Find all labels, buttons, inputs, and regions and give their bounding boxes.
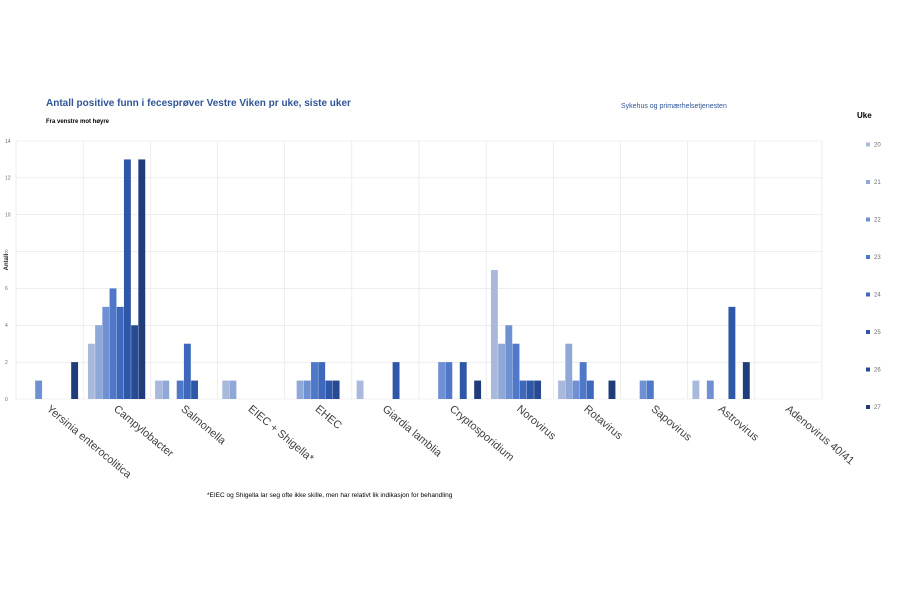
x-tick-label: Adenovirus 40/41 (783, 403, 856, 467)
legend-swatch (866, 330, 870, 334)
x-tick-label: Rotavirus (581, 403, 625, 442)
bar-23 (445, 362, 453, 399)
y-tick-label: 2 (5, 360, 8, 366)
footnote: *EIEC og Shigella lar seg ofte ikke skil… (207, 492, 453, 499)
bar-25 (459, 362, 467, 399)
y-tick-label: 12 (5, 176, 11, 182)
legend: 20 21 22 23 24 25 26 27 (866, 142, 881, 411)
bar-24 (519, 380, 527, 399)
x-tick-label: Campylobacter (111, 403, 176, 460)
y-axis-ticks: 0 2 4 6 8 10 12 14 (5, 139, 11, 403)
chart-title: Antall positive funn i fecesprøver Vestr… (46, 98, 351, 109)
bar-25 (325, 380, 333, 399)
bar-20 (558, 380, 566, 399)
legend-label: 20 (874, 143, 881, 149)
bar-22 (572, 380, 580, 399)
bar-23 (311, 362, 318, 399)
x-tick-label: Cryptosporidium (447, 403, 516, 464)
legend-swatch (866, 405, 870, 409)
grid (15, 140, 823, 400)
legend-label: 24 (874, 293, 881, 299)
chart-right-title: Sykehus og primærhelsetjenesten (621, 103, 727, 110)
bar-21 (498, 343, 506, 399)
x-tick-label: Giardia lamblia (380, 403, 445, 460)
legend-swatch (866, 180, 870, 184)
bar-24 (586, 380, 594, 399)
y-tick-label: 6 (5, 286, 8, 292)
bar-21 (229, 380, 237, 399)
bar-21 (296, 380, 304, 399)
chart-subtitle: Fra venstre mot høyre (46, 119, 110, 125)
bar-24 (116, 306, 124, 399)
bar-25 (526, 380, 534, 399)
legend-label: 22 (874, 218, 881, 224)
bar-26 (534, 380, 542, 399)
bar-25 (191, 380, 199, 399)
bar-22 (438, 362, 446, 399)
y-tick-label: 14 (5, 139, 11, 145)
bar-27 (608, 380, 616, 399)
bars (35, 159, 750, 399)
bar-20 (356, 380, 364, 399)
bar-26 (332, 380, 340, 399)
bar-20 (490, 270, 498, 399)
bar-23 (512, 343, 520, 399)
x-tick-label: Astrovirus (716, 403, 762, 444)
legend-label: 21 (874, 180, 881, 186)
bar-20 (222, 380, 230, 399)
legend-label: 27 (874, 405, 881, 411)
bar-24 (318, 362, 326, 399)
legend-label: 25 (874, 330, 881, 336)
bar-23 (176, 380, 184, 399)
bar-27 (742, 362, 750, 399)
bar-27 (71, 362, 79, 399)
bar-23 (109, 288, 117, 399)
bar-20 (155, 380, 163, 399)
bar-23 (646, 380, 654, 399)
legend-label: 26 (874, 368, 881, 374)
bar-20 (692, 380, 700, 399)
bar-24 (183, 343, 191, 399)
bar-26 (131, 325, 139, 399)
bar-25 (123, 159, 131, 399)
x-tick-label: Salmonella (178, 403, 228, 448)
legend-swatch (866, 142, 870, 147)
bar-25 (392, 362, 400, 399)
legend-swatch (866, 292, 870, 297)
legend-swatch (866, 255, 870, 259)
x-tick-label: Norovirus (514, 403, 558, 443)
bar-27 (474, 380, 482, 399)
legend-label: 23 (874, 255, 881, 261)
legend-swatch (866, 217, 870, 222)
bar-22 (303, 380, 311, 399)
y-tick-label: 4 (5, 323, 8, 329)
bar-22 (102, 306, 110, 399)
bar-22 (639, 380, 647, 399)
y-axis-label: Antall (4, 253, 10, 270)
y-tick-label: 8 (5, 249, 8, 255)
bar-22 (505, 325, 513, 399)
bar-22 (706, 380, 714, 399)
bar-25 (728, 306, 736, 399)
bar-20 (87, 343, 95, 399)
bar-21 (565, 343, 573, 399)
x-tick-label: EHEC (313, 403, 344, 432)
bar-21 (95, 325, 103, 399)
bar-22 (35, 380, 43, 399)
legend-title: Uke (857, 111, 872, 120)
bar-23 (579, 362, 587, 399)
x-tick-label: EIEC + Shigella* (246, 403, 317, 465)
y-tick-label: 10 (5, 213, 11, 219)
bar-27 (138, 159, 146, 399)
x-tick-label: Sapovirus (649, 403, 695, 444)
bar-21 (162, 380, 170, 399)
y-tick-label: 0 (5, 397, 8, 403)
legend-swatch (866, 367, 870, 372)
